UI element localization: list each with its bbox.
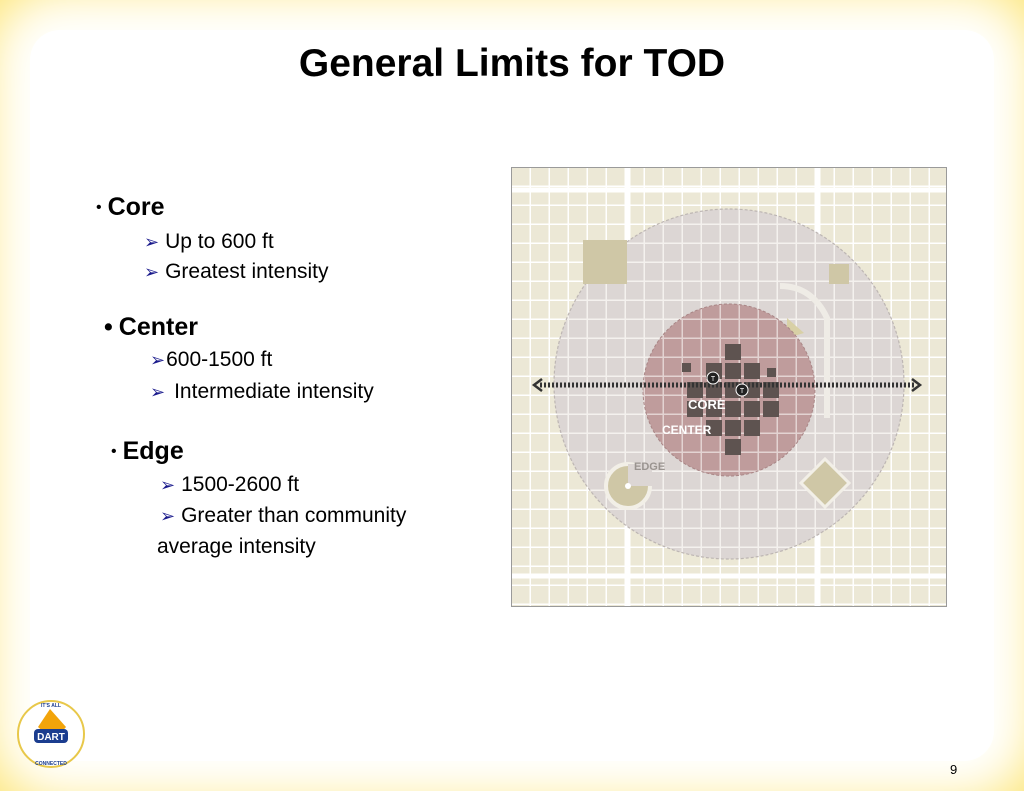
transit-station-2: T [735,383,749,397]
center-label: CENTER [662,423,712,437]
diamond-plaza [798,456,852,510]
bullet-dot: • [104,313,113,341]
svg-text:T: T [711,376,716,383]
dart-logo-svg: DART IT'S ALL CONNECTED [17,700,85,768]
arrow-bullet-icon: ➢ [160,506,176,526]
svg-text:IT'S ALL: IT'S ALL [41,703,61,709]
svg-text:T: T [740,388,745,395]
core-label: CORE [688,397,726,412]
edge-station-dot [625,483,631,489]
transit-line-arrow-right-icon [911,378,923,392]
park-block [583,240,627,284]
slide-title: General Limits for TOD [298,42,726,85]
park-block-small [829,264,849,284]
bullet-edge-heading: Edge [122,437,184,465]
curved-road [779,283,830,418]
transit-station-1: T [706,371,720,385]
arrow-bullet-icon: ➢ [150,350,166,370]
transit-line-arrow-left-icon [531,378,543,392]
arrow-bullet-icon: ➢ [150,382,166,402]
center-boundary [642,303,816,477]
bullet-core: • Core [96,193,165,222]
bullet-center: • Center [104,313,198,342]
bullet-dot: • [111,443,117,460]
tod-zone-diagram-svg: T T CORE CENTER EDGE [512,168,946,606]
bullet-center-item-2: ➢ Intermediate intensity [150,380,374,403]
dart-logo: DART IT'S ALL CONNECTED [14,697,88,771]
bullet-center-heading: Center [118,313,198,341]
bullet-edge-item-3: average intensity [157,535,316,558]
edge-label: EDGE [634,461,665,473]
page-number: 9 [950,762,958,777]
edge-circle-cut [628,464,652,486]
tod-zone-diagram: T T CORE CENTER EDGE [511,167,947,607]
arrow-bullet-icon: ➢ [144,232,160,252]
bullet-dot: • [96,199,102,216]
bullet-edge-item-1: ➢ 1500-2600 ft [160,473,300,496]
bullet-core-heading: Core [107,193,165,221]
svg-text:DART: DART [37,732,65,743]
arrow-bullet-icon: ➢ [160,475,176,495]
bullet-core-item-2: ➢ Greatest intensity [144,260,329,283]
bullet-center-item-1: ➢600-1500 ft [150,348,273,371]
bullet-edge: • Edge [111,437,184,466]
arrow-bullet-icon: ➢ [144,262,160,282]
bullet-core-item-1: ➢ Up to 600 ft [144,230,274,253]
core-zone [682,344,779,455]
svg-text:CONNECTED: CONNECTED [35,761,67,767]
bullet-edge-item-2: ➢ Greater than community [160,504,407,527]
